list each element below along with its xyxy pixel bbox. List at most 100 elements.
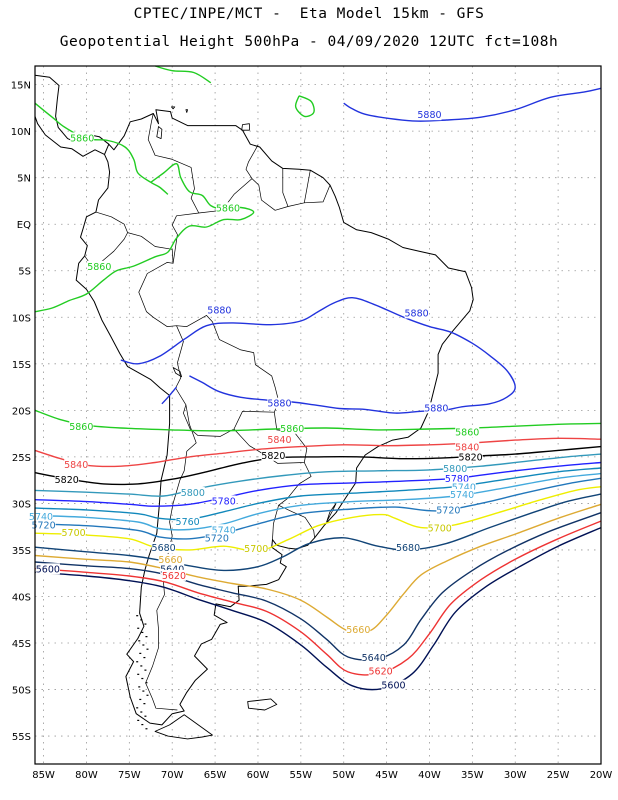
archipelago-island bbox=[145, 728, 148, 730]
contour-label-halo bbox=[151, 541, 176, 553]
contour-label: 5860 bbox=[280, 424, 304, 435]
contour-label: 5820 bbox=[459, 453, 483, 464]
contour-5860 bbox=[34, 409, 602, 432]
country-border bbox=[304, 184, 331, 204]
archipelago-island bbox=[139, 652, 142, 654]
contour-label-halo bbox=[175, 515, 200, 527]
contour-label-halo bbox=[280, 422, 305, 434]
lat-tick-label: 20S bbox=[12, 406, 31, 417]
lon-tick-label: 70W bbox=[161, 770, 184, 781]
contour-5880 bbox=[120, 296, 516, 414]
contour-label: 5840 bbox=[267, 435, 291, 446]
lon-tick-label: 40W bbox=[418, 770, 441, 781]
contour-5880 bbox=[161, 386, 178, 405]
contour-5720 bbox=[34, 477, 602, 540]
contour-label: 5860 bbox=[70, 133, 94, 144]
lon-tick-label: 20W bbox=[590, 770, 613, 781]
contour-label-halo bbox=[451, 481, 476, 493]
contour-label-halo bbox=[261, 449, 286, 461]
contour-label-halo bbox=[436, 504, 461, 516]
contour-label-halo bbox=[267, 433, 292, 445]
archipelago-island bbox=[139, 698, 142, 701]
contour-label-halo bbox=[211, 524, 236, 536]
archipelago-island bbox=[143, 656, 146, 659]
contour-label-halo bbox=[443, 462, 468, 474]
contour-label: 5740 bbox=[452, 482, 476, 493]
contour-5780 bbox=[34, 461, 602, 507]
contour-5760 bbox=[34, 467, 602, 521]
contour-label-halo bbox=[158, 554, 183, 566]
lon-tick-label: 30W bbox=[504, 770, 527, 781]
archipelago-island bbox=[142, 644, 145, 646]
archipelago-island bbox=[142, 690, 145, 692]
contour-label-halo bbox=[54, 474, 79, 486]
lon-tick-label: 25W bbox=[547, 770, 570, 781]
contour-5600 bbox=[34, 526, 602, 691]
contour-5740 bbox=[34, 472, 602, 531]
contour-5880 bbox=[343, 87, 602, 122]
central-america-pacific-coast bbox=[34, 116, 105, 157]
archipelago-island bbox=[140, 665, 143, 667]
lon-tick-label: 55W bbox=[290, 770, 313, 781]
archipelago-island bbox=[137, 719, 140, 721]
contour-label-halo bbox=[424, 402, 449, 414]
contour-5860 bbox=[294, 95, 315, 118]
country-border bbox=[251, 170, 311, 211]
contour-label-halo bbox=[35, 563, 60, 575]
contour-label-halo bbox=[204, 532, 229, 544]
contour-label-halo bbox=[267, 397, 292, 409]
contour-label-halo bbox=[361, 651, 386, 663]
country-border bbox=[127, 232, 184, 396]
height-contours bbox=[34, 65, 602, 691]
contour-label: 5860 bbox=[87, 262, 111, 273]
lat-tick-label: EQ bbox=[17, 220, 31, 231]
contour-label: 5640 bbox=[362, 653, 386, 664]
contour-5800 bbox=[34, 453, 602, 497]
contour-label: 5820 bbox=[55, 475, 79, 486]
contour-label: 5600 bbox=[36, 564, 60, 575]
contour-label: 5800 bbox=[443, 464, 467, 475]
contour-label-halo bbox=[70, 132, 95, 144]
map-subtitle: Geopotential Height 500hPa - 04/09/2020 … bbox=[59, 34, 559, 50]
contour-label-halo bbox=[161, 569, 186, 581]
archipelago-island bbox=[145, 682, 148, 684]
contour-labels: 5880 5860 5860 5860 5880 5880 5880 5880 5860 5860… bbox=[29, 109, 483, 692]
lat-tick-label: 35S bbox=[12, 546, 31, 557]
lake-titicaca bbox=[172, 367, 182, 378]
lon-tick-label: 50W bbox=[332, 770, 355, 781]
contour-label: 5720 bbox=[205, 534, 229, 545]
contour-label: 5840 bbox=[64, 460, 88, 471]
contour-label: 5880 bbox=[417, 110, 441, 121]
contour-label-halo bbox=[69, 420, 94, 432]
archipelago-island bbox=[137, 627, 140, 629]
archipelago-island bbox=[140, 711, 143, 713]
archipelago-island bbox=[136, 707, 139, 709]
contour-label-halo bbox=[211, 495, 236, 507]
archipelago-island bbox=[144, 669, 147, 671]
archipelago-island bbox=[141, 631, 144, 634]
tierra-del-fuego bbox=[154, 714, 213, 740]
contour-5620 bbox=[34, 520, 602, 676]
country-border bbox=[282, 168, 289, 207]
lagoa-dos-patos bbox=[326, 503, 337, 523]
contour-label-halo bbox=[455, 441, 480, 453]
archipelago-island bbox=[143, 703, 146, 705]
contour-label-halo bbox=[444, 473, 469, 485]
island-outline bbox=[185, 109, 188, 113]
contour-label-halo bbox=[244, 542, 269, 554]
contour-label-halo bbox=[396, 541, 421, 553]
lat-tick-label: 10S bbox=[12, 313, 31, 324]
axis-tick-labels: 15N10N5NEQ5S10S15S20S25S30S35S40S45S50S5… bbox=[11, 81, 613, 781]
contour-label: 5720 bbox=[31, 521, 55, 532]
country-border bbox=[175, 387, 275, 437]
lon-tick-label: 85W bbox=[32, 770, 55, 781]
archipelago-island bbox=[140, 619, 143, 621]
contour-label: 5620 bbox=[369, 667, 393, 678]
contour-label-halo bbox=[160, 563, 185, 575]
contour-label-halo bbox=[455, 426, 480, 438]
contour-label: 5760 bbox=[176, 517, 200, 528]
contour-5680 bbox=[34, 493, 602, 572]
archipelago-island bbox=[146, 694, 149, 696]
contour-label: 5720 bbox=[436, 506, 460, 517]
contour-5640 bbox=[34, 512, 602, 661]
